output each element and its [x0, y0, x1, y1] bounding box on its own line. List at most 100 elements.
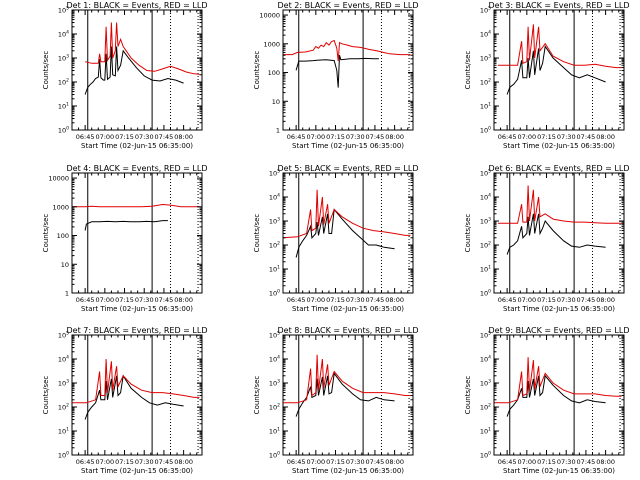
x-tick-label: 07:15: [326, 458, 345, 466]
y-tick-label: 102: [480, 241, 491, 250]
panel-9: Det 9: BLACK = Events, RED = LLD10010110…: [464, 326, 629, 475]
x-tick-label: 07:15: [537, 458, 556, 466]
panel-8: Det 8: BLACK = Events, RED = LLD10010110…: [253, 326, 418, 475]
y-tick-label: 101: [480, 102, 491, 111]
x-tick-label: 07:15: [326, 133, 345, 141]
x-tick-label: 07:45: [577, 133, 596, 141]
y-tick-label: 103: [480, 217, 491, 226]
series-line-lld: [283, 354, 411, 404]
y-tick-label: 101: [269, 265, 280, 274]
y-tick-label: 102: [269, 241, 280, 250]
series-line-events: [295, 55, 379, 88]
x-tick-label: 07:00: [306, 296, 325, 304]
x-tick-label: 06:45: [287, 458, 306, 466]
y-tick-label: 104: [480, 30, 491, 39]
y-tick-label: 103: [480, 379, 491, 388]
y-tick-label: 104: [480, 193, 491, 202]
x-tick-label: 06:45: [76, 133, 95, 141]
plot-frame: [71, 172, 203, 294]
y-tick-label: 100: [480, 451, 491, 460]
x-tick-label: 08:00: [596, 458, 615, 466]
y-tick-exponent: 1: [488, 102, 491, 108]
series-line-lld: [497, 185, 622, 224]
y-tick-exponent: 1: [488, 265, 491, 271]
panel-title: Det 8: BLACK = Events, RED = LLD: [278, 326, 419, 335]
plot-frame: [493, 172, 625, 294]
x-tick-label: 07:45: [155, 458, 174, 466]
y-tick-label: 102: [58, 403, 69, 412]
x-tick-label: 07:30: [557, 458, 576, 466]
y-tick-label: 10: [61, 261, 69, 269]
x-axis-label: Start Time (02-Jun-15 06:35:00): [292, 305, 404, 313]
plot-frame: [282, 334, 414, 456]
y-tick-label: 104: [269, 193, 280, 202]
x-axis-label: Start Time (02-Jun-15 06:35:00): [503, 142, 615, 150]
y-tick-label: 101: [480, 265, 491, 274]
y-axis-label: Counts/sec: [464, 51, 472, 90]
y-tick-label: 100: [269, 289, 280, 298]
panel-title: Det 5: BLACK = Events, RED = LLD: [278, 164, 419, 173]
y-tick-exponent: 2: [488, 403, 491, 409]
x-tick-label: 07:30: [135, 133, 154, 141]
y-axis-label: Counts/sec: [42, 214, 50, 253]
x-tick-label: 06:45: [287, 296, 306, 304]
panel-1: Det 1: BLACK = Events, RED = LLD10010110…: [42, 1, 207, 150]
panel-7: Det 7: BLACK = Events, RED = LLD10010110…: [42, 326, 207, 475]
x-tick-label: 06:45: [76, 458, 95, 466]
x-tick-label: 07:00: [95, 458, 114, 466]
y-tick-label: 100: [268, 69, 280, 77]
panel-title: Det 2: BLACK = Events, RED = LLD: [278, 1, 419, 10]
y-tick-label: 100: [269, 451, 280, 460]
x-tick-label: 07:45: [155, 296, 174, 304]
x-tick-label: 07:15: [326, 296, 345, 304]
x-axis-label: Start Time (02-Jun-15 06:35:00): [81, 467, 193, 475]
panel-title: Det 4: BLACK = Events, RED = LLD: [67, 164, 208, 173]
series-line-lld: [497, 24, 622, 69]
y-tick-exponent: 4: [277, 355, 280, 361]
y-tick-label: 10000: [259, 12, 280, 20]
y-tick-label: 105: [269, 169, 280, 178]
x-tick-label: 07:00: [517, 296, 536, 304]
y-tick-label: 1000: [263, 40, 280, 48]
y-tick-exponent: 3: [66, 54, 69, 60]
y-tick-exponent: 0: [66, 126, 69, 132]
y-tick-label: 102: [480, 403, 491, 412]
y-tick-exponent: 1: [66, 102, 69, 108]
x-tick-label: 07:15: [537, 133, 556, 141]
panel-2: Det 2: BLACK = Events, RED = LLD 1 10 100 10…: [253, 1, 418, 150]
y-tick-exponent: 1: [277, 265, 280, 271]
x-tick-label: 08:00: [174, 133, 193, 141]
series-line-lld: [494, 357, 622, 404]
y-axis-label: Counts/sec: [464, 214, 472, 253]
x-axis-label: Start Time (02-Jun-15 06:35:00): [81, 305, 193, 313]
x-tick-label: 07:30: [346, 458, 365, 466]
series-line-events: [506, 45, 606, 95]
series-line-lld: [282, 189, 411, 239]
x-tick-label: 07:15: [115, 296, 134, 304]
y-tick-exponent: 1: [277, 427, 280, 433]
y-tick-exponent: 0: [277, 289, 280, 295]
panel-5: Det 5: BLACK = Events, RED = LLD10010110…: [253, 164, 418, 313]
x-axis-label: Start Time (02-Jun-15 06:35:00): [503, 305, 615, 313]
y-tick-label: 105: [269, 331, 280, 340]
x-tick-label: 08:00: [596, 296, 615, 304]
series-line-events: [84, 374, 184, 420]
panel-title: Det 9: BLACK = Events, RED = LLD: [489, 326, 630, 335]
x-tick-label: 08:00: [385, 133, 404, 141]
panel-4: Det 4: BLACK = Events, RED = LLD 1 10 100 10…: [42, 164, 207, 313]
y-tick-label: 100: [58, 126, 69, 135]
y-tick-label: 102: [58, 78, 69, 87]
x-tick-label: 07:15: [115, 458, 134, 466]
y-tick-label: 100: [480, 126, 491, 135]
x-axis-label: Start Time (02-Jun-15 06:35:00): [503, 467, 615, 475]
plot-frame: [493, 9, 625, 131]
x-tick-label: 07:30: [135, 296, 154, 304]
y-tick-label: 104: [58, 355, 69, 364]
panel-title: Det 6: BLACK = Events, RED = LLD: [489, 164, 630, 173]
y-axis-label: Counts/sec: [464, 376, 472, 415]
x-tick-label: 07:45: [577, 458, 596, 466]
y-tick-exponent: 5: [277, 331, 280, 337]
y-tick-exponent: 2: [66, 78, 69, 84]
y-tick-exponent: 5: [488, 6, 491, 12]
y-tick-label: 105: [58, 331, 69, 340]
